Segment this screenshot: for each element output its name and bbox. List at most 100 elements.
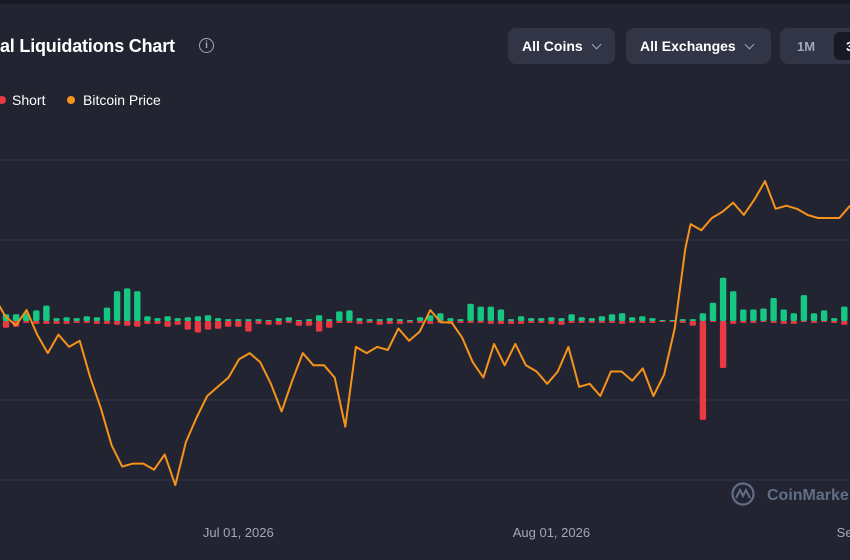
long-bar [558, 318, 565, 321]
legend-short[interactable]: Short [12, 92, 46, 108]
long-bar [154, 318, 161, 321]
long-bar [517, 316, 525, 321]
long-bar [639, 316, 646, 321]
short-bar [214, 321, 222, 329]
chart-grid [0, 159, 850, 481]
long-bar [124, 288, 131, 321]
short-bar [83, 321, 90, 323]
short-bar [2, 321, 10, 328]
short-bar [588, 321, 595, 323]
short-bar [356, 321, 363, 324]
legend-price-dot [67, 96, 75, 104]
short-bar [255, 321, 262, 324]
long-bar [810, 313, 818, 321]
long-bar [578, 317, 585, 321]
short-bar [225, 321, 232, 327]
short-bar [841, 321, 848, 325]
short-bar [740, 321, 747, 323]
short-bar [194, 321, 202, 333]
short-bar [113, 321, 121, 325]
short-bars [2, 321, 848, 420]
short-bar [164, 321, 171, 327]
long-bar [53, 318, 60, 321]
long-bar [568, 314, 575, 321]
short-bar [467, 321, 474, 323]
long-bar [820, 310, 828, 321]
long-bar [730, 291, 737, 321]
all-exchanges-label: All Exchanges [640, 38, 736, 54]
long-bar [366, 319, 373, 321]
long-bar [669, 320, 676, 321]
long-bar [831, 318, 838, 321]
all-coins-label: All Coins [522, 38, 583, 54]
short-bar [265, 321, 272, 325]
long-bar [548, 317, 555, 321]
short-bar [73, 321, 80, 323]
short-bar [618, 321, 626, 324]
long-bar [649, 318, 656, 321]
short-bar [285, 321, 292, 323]
long-bar [598, 316, 606, 321]
long-bar [83, 316, 90, 321]
short-bar [154, 321, 161, 324]
short-bar [800, 321, 808, 322]
short-bar [366, 321, 373, 323]
all-exchanges-dropdown[interactable]: All Exchanges [626, 28, 771, 64]
short-bar [780, 321, 787, 324]
long-bar [841, 306, 848, 321]
long-bar [376, 319, 383, 321]
watermark-text: CoinMarke [767, 487, 849, 504]
info-icon[interactable]: i [199, 38, 214, 53]
short-bar [406, 321, 414, 323]
short-bar [33, 321, 40, 324]
long-bar [103, 307, 111, 321]
short-bar [790, 321, 797, 324]
long-bar [659, 320, 666, 321]
long-bar [427, 315, 434, 321]
long-bar [447, 318, 454, 321]
long-bar [204, 315, 212, 321]
x-axis-ticks: Jul 01, 2026 Aug 01, 2026 Sep 01, 2 [203, 525, 850, 540]
all-coins-dropdown[interactable]: All Coins [508, 28, 615, 64]
long-bars [2, 277, 848, 321]
long-bar [315, 315, 323, 321]
legend-bitcoin-price[interactable]: Bitcoin Price [83, 92, 161, 108]
short-bar [507, 321, 515, 324]
watermark: CoinMarke [731, 482, 849, 506]
short-bar [204, 321, 212, 330]
long-bar [346, 310, 353, 321]
long-bar [194, 316, 202, 321]
long-bar [225, 319, 232, 321]
coinmarketcap-logo-icon [731, 482, 755, 506]
long-bar [245, 319, 252, 321]
short-bar [558, 321, 565, 325]
short-bar [43, 321, 50, 324]
short-bar [730, 321, 737, 324]
long-bar [164, 316, 171, 321]
long-bar [184, 317, 191, 321]
long-bar [608, 314, 616, 321]
page-title: al Liquidations Chart [0, 36, 175, 56]
long-bar [528, 318, 535, 321]
range-1m-button[interactable]: 1M [797, 38, 816, 54]
short-bar [669, 321, 676, 322]
long-bar [709, 302, 717, 321]
short-bar [528, 321, 535, 323]
long-bar [12, 314, 20, 321]
short-bar [53, 321, 60, 324]
long-bar [467, 303, 474, 321]
short-bar [820, 321, 828, 322]
short-bar [315, 321, 323, 332]
short-bar [831, 321, 838, 323]
long-bar [356, 318, 363, 321]
short-bar [103, 321, 111, 324]
short-bar [760, 321, 767, 322]
short-bar [427, 321, 434, 324]
range-3m-button[interactable]: 3 [834, 32, 850, 60]
short-bar [689, 321, 696, 326]
short-bar [750, 321, 757, 323]
long-bar [740, 309, 747, 321]
long-bar [265, 320, 272, 321]
short-bar [770, 321, 777, 323]
long-bar [487, 306, 494, 321]
